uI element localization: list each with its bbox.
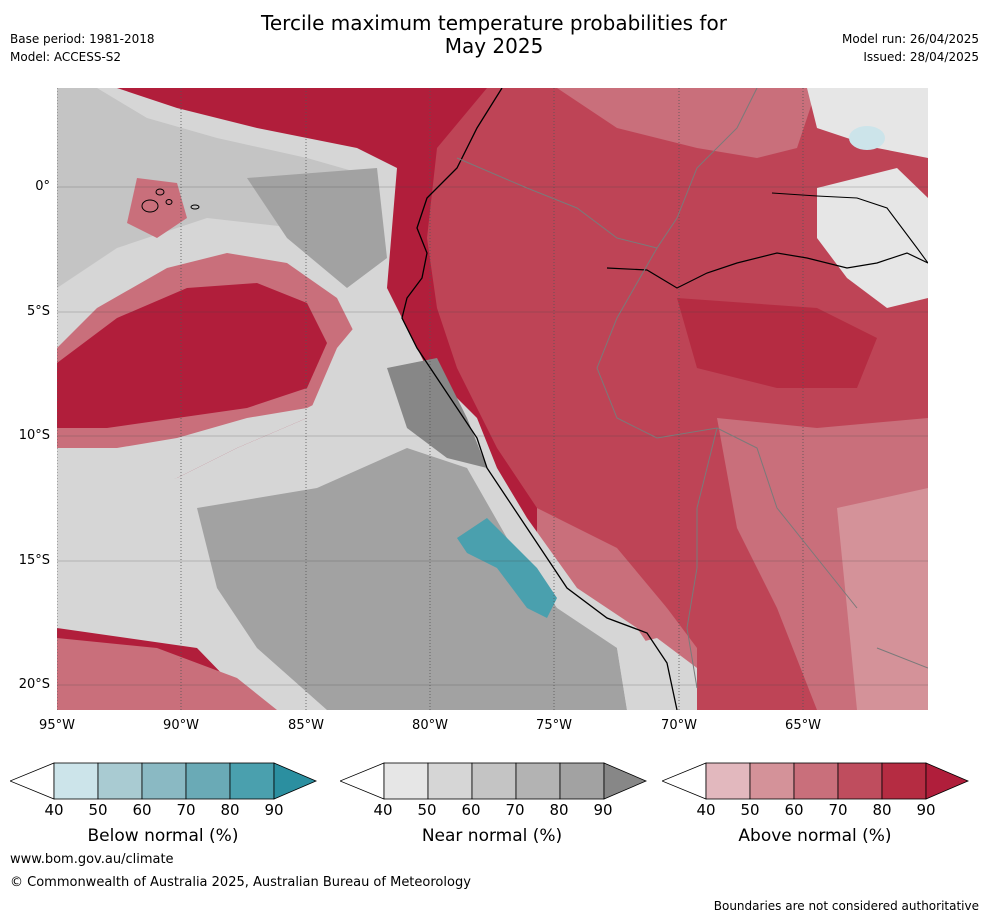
colorbar-swatch-high — [925, 762, 970, 800]
colorbar-swatch — [837, 762, 883, 800]
boundary-disclaimer: Boundaries are not considered authoritat… — [713, 899, 979, 913]
region-near-south-coast — [617, 638, 697, 710]
colorbar-swatch — [53, 762, 99, 800]
cbar-above-tick: 60 — [784, 801, 804, 819]
lat-label: 10°S — [18, 428, 50, 443]
lon-label: 65°W — [785, 718, 821, 733]
region-below-coastal — [457, 518, 557, 618]
lon-label: 70°W — [661, 718, 697, 733]
river-amazon — [606, 252, 928, 289]
colorbar-swatch — [383, 762, 429, 800]
cbar-above-tick: 90 — [916, 801, 936, 819]
cbar-below-tick: 90 — [264, 801, 284, 819]
colorbar-swatch-high — [603, 762, 648, 800]
model-name: Model: ACCESS-S2 — [10, 50, 122, 64]
colorbar-swatch — [97, 762, 143, 800]
meta-right: Model run: 26/04/2025 Issued: 28/04/2025 — [842, 30, 979, 66]
colorbar-title-near: Near normal (%) — [421, 826, 563, 846]
lon-label: 90°W — [163, 718, 199, 733]
colorbar-swatch — [427, 762, 473, 800]
colorbar-swatch — [749, 762, 795, 800]
colorbar-swatch — [229, 762, 275, 800]
region-near-top-right — [807, 88, 928, 158]
lat-gridlines — [57, 186, 928, 686]
cbar-above-tick: 50 — [740, 801, 760, 819]
colorbar-above-normal — [662, 762, 970, 800]
map-title-line1: Tercile maximum temperature probabilitie… — [261, 11, 727, 35]
country-borders — [456, 88, 928, 689]
colorbar-swatch — [471, 762, 517, 800]
cbar-below-tick: 70 — [176, 801, 196, 819]
cbar-near-tick: 60 — [461, 801, 481, 819]
galapagos-islands — [141, 188, 200, 213]
meta-left: Base period: 1981-2018 Model: ACCESS-S2 — [10, 30, 155, 66]
cbar-near-tick: 90 — [593, 801, 613, 819]
cbar-near-tick: 80 — [549, 801, 569, 819]
colorbar-above-swatches — [662, 762, 970, 800]
colorbar-near-swatches — [340, 762, 648, 800]
model-run: Model run: 26/04/2025 — [841, 32, 979, 46]
lon-label: 95°W — [39, 718, 75, 733]
region-near-northeast — [817, 168, 928, 308]
colorbar-swatch — [185, 762, 231, 800]
cbar-near-tick: 40 — [373, 801, 393, 819]
colorbar-swatch — [705, 762, 751, 800]
colorbar-swatch — [881, 762, 927, 800]
region-below-northeast — [849, 126, 885, 150]
region-near-80-north — [247, 168, 387, 288]
region-above-50-southeast — [837, 488, 928, 710]
colorbar-swatch-low — [10, 762, 55, 800]
colorbar-below-swatches — [10, 762, 318, 800]
map-title-line2: May 2025 — [444, 34, 544, 58]
footer-url: www.bom.gov.au/climate — [10, 852, 174, 867]
cbar-below-tick: 40 — [44, 801, 64, 819]
lon-label: 85°W — [288, 718, 324, 733]
river-negro — [771, 192, 928, 264]
colorbar-swatch-high — [273, 762, 318, 800]
colorbar-swatch — [515, 762, 561, 800]
issued-date: Issued: 28/04/2025 — [863, 50, 979, 64]
colorbar-title-above: Above normal (%) — [738, 826, 892, 846]
colorbar-title-below: Below normal (%) — [87, 826, 239, 846]
lon-label: 80°W — [412, 718, 448, 733]
probability-map — [57, 88, 928, 710]
coastline — [401, 88, 678, 710]
cbar-below-tick: 80 — [220, 801, 240, 819]
cbar-below-tick: 50 — [88, 801, 108, 819]
region-above-southwest — [57, 638, 277, 710]
region-above-80-east — [677, 298, 877, 388]
cbar-below-tick: 60 — [132, 801, 152, 819]
footer-copyright: © Commonwealth of Australia 2025, Austra… — [10, 875, 471, 890]
lat-label: 20°S — [18, 677, 50, 692]
colorbar-below-normal — [10, 762, 318, 800]
region-above-galapagos — [127, 178, 187, 238]
region-near-60-northwest — [57, 88, 377, 288]
cbar-near-tick: 50 — [417, 801, 437, 819]
cbar-above-tick: 40 — [696, 801, 716, 819]
colorbar-swatch-low — [340, 762, 385, 800]
cbar-above-tick: 70 — [828, 801, 848, 819]
colorbar-swatch-low — [662, 762, 707, 800]
region-near-90-coast — [387, 358, 487, 468]
cbar-near-tick: 70 — [505, 801, 525, 819]
lon-label: 75°W — [536, 718, 572, 733]
colorbar-swatch — [559, 762, 605, 800]
region-above-90-ocean — [57, 283, 327, 428]
colorbar-near-normal — [340, 762, 648, 800]
base-period: Base period: 1981-2018 — [10, 32, 155, 46]
cbar-above-tick: 80 — [872, 801, 892, 819]
lat-label: 0° — [35, 179, 50, 194]
colorbar-swatch — [141, 762, 187, 800]
colorbar-swatch — [793, 762, 839, 800]
lat-label: 5°S — [26, 304, 50, 319]
map-title: Tercile maximum temperature probabilitie… — [0, 12, 988, 58]
region-above-60-north — [557, 88, 817, 158]
region-near-80-south — [197, 448, 627, 710]
lat-label: 15°S — [18, 553, 50, 568]
